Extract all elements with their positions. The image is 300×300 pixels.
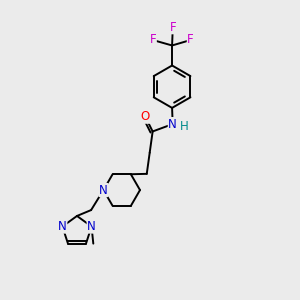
Text: N: N	[99, 184, 108, 196]
Text: N: N	[87, 220, 96, 233]
Text: H: H	[179, 120, 188, 133]
Text: F: F	[187, 33, 194, 46]
Text: N: N	[58, 220, 67, 233]
Text: F: F	[150, 33, 156, 46]
Text: O: O	[141, 110, 150, 123]
Text: F: F	[170, 21, 176, 34]
Text: N: N	[168, 118, 177, 130]
